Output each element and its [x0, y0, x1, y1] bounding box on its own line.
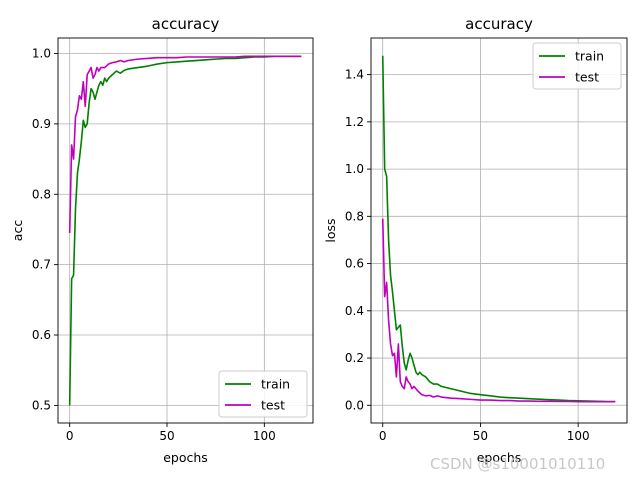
chart-2-legend-label-test: test: [575, 70, 599, 85]
chart-2-axes-frame: [370, 37, 628, 424]
chart-2-series-train-line: [381, 55, 616, 403]
chart-2-ytick-label-2: 0.4: [345, 304, 364, 318]
chart-1-xtick-label-0: 0: [66, 429, 74, 443]
chart-1-series-test-line: [68, 55, 302, 233]
chart-1-axes-frame: [57, 37, 314, 424]
chart-2-title: accuracy: [465, 15, 533, 33]
chart-1-ytick-label-3: 0.8: [32, 187, 51, 201]
chart-2-ytick-label-3: 0.6: [345, 257, 364, 271]
chart-1-ytick-label-0: 0.5: [32, 398, 51, 412]
chart-2-xlabel: epochs: [477, 450, 522, 465]
chart-2-series-test-line: [381, 218, 616, 403]
chart-2-ytick-label-5: 1.0: [345, 162, 364, 176]
watermark: CSDN @s10001010110: [430, 455, 606, 473]
chart-1-ytick-label-5: 1.0: [32, 46, 51, 60]
chart-1-xlabel: epochs: [163, 450, 208, 465]
chart-2-ytick-label-0: 0.0: [345, 398, 364, 412]
chart-1-title: accuracy: [152, 15, 220, 33]
chart-1-xtick-label-1: 50: [159, 429, 174, 443]
chart-2-ytick-label-4: 0.8: [345, 209, 364, 223]
chart-2-ylabel: loss: [323, 218, 338, 242]
chart-1-xtick-label-2: 100: [253, 429, 276, 443]
chart-1-series-train-line: [68, 55, 302, 406]
chart-1-ylabel: acc: [10, 220, 25, 242]
chart-2-ytick-label-6: 1.2: [345, 115, 364, 129]
chart-1-legend-label-train: train: [261, 377, 290, 392]
chart-1-ytick-label-2: 0.7: [32, 258, 51, 272]
chart-1-legend-label-test: test: [261, 398, 285, 413]
chart-2-xtick-label-1: 50: [473, 429, 488, 443]
chart-2-legend-label-train: train: [575, 49, 604, 64]
chart-2-xtick-label-2: 100: [567, 429, 590, 443]
chart-1-ytick-label-1: 0.6: [32, 328, 51, 342]
chart-2-ytick-label-7: 1.4: [345, 68, 364, 82]
chart-2-ytick-label-1: 0.2: [345, 351, 364, 365]
chart-2-xtick-label-0: 0: [379, 429, 387, 443]
chart-1-ytick-label-4: 0.9: [32, 117, 51, 131]
